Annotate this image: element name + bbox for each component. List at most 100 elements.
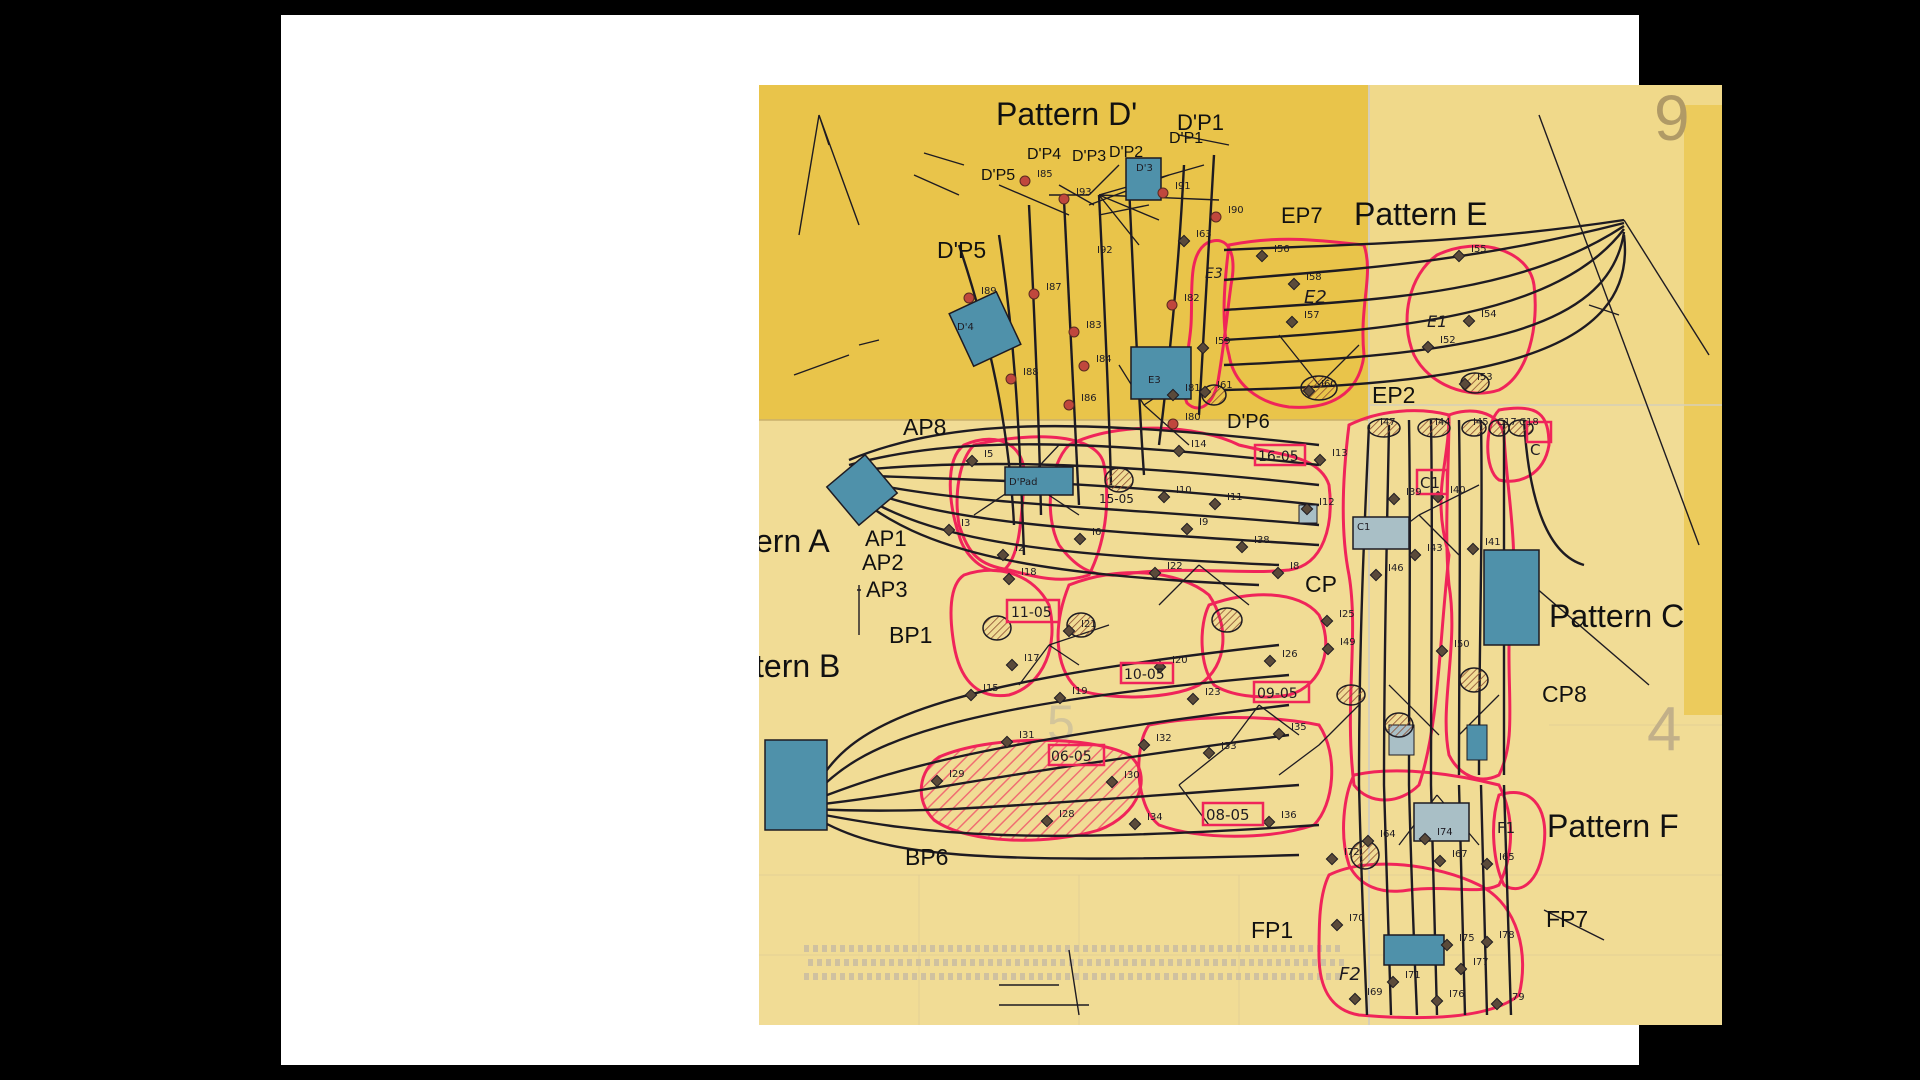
feature-label-i31: I31 [1019,730,1035,741]
fine-print-glyph [948,945,953,952]
feature-label-i54: I54 [1481,309,1497,320]
feature-marker-i2 [996,548,1010,562]
pattern-e-lines [1223,218,1627,392]
zone-outline-e1 [1405,244,1537,395]
feature-marker-i35 [1272,727,1286,741]
feature-label-i77: I77 [1473,957,1489,968]
anchor-label-dp3: D'P3 [1072,148,1106,165]
fine-print-glyph [894,945,899,952]
feature-label-i50: I50 [1454,639,1470,650]
fine-print-glyph [1038,973,1043,980]
site-plan: 9 4 5 [759,85,1722,1025]
fine-print-glyph [1110,945,1115,952]
fine-print-glyph [1299,945,1304,952]
anchor-label-ap2: AP2 [862,550,904,575]
fine-print-glyph [1002,945,1007,952]
fine-print-glyph [1083,973,1088,980]
anchor-label-ep2: EP2 [1372,382,1415,408]
feature-label-i60: I60 [1321,379,1337,390]
fine-print-glyph [1128,945,1133,952]
feature-label-i23: I23 [1205,687,1221,698]
feature-label-i56: I56 [1274,244,1290,255]
fine-print-glyph [988,959,993,966]
feature-marker-i11 [1208,497,1222,511]
zone-label-15-05: 15-05 [1099,492,1134,506]
fine-print-glyph [939,973,944,980]
feature-marker-i78 [1480,935,1494,949]
anchor-label-ap1: AP1 [865,526,907,551]
fine-print-glyph [952,959,957,966]
fine-print-glyph [1191,945,1196,952]
fine-print-glyph [1155,973,1160,980]
feature-marker-i33 [1202,746,1216,760]
fine-print-glyph [1132,959,1137,966]
fine-print-glyph [1015,959,1020,966]
fine-print-glyph [822,973,827,980]
feature-label-i36: I36 [1281,810,1297,821]
feature-marker-i80 [1167,418,1179,430]
fine-print-glyph [1308,945,1313,952]
fine-print-glyph [943,959,948,966]
fine-print-glyph [894,973,899,980]
feature-labels: I85 I93 I91 I90 I92 I87 I89 I83 I82 I84 I88 I86 I81 I… [949,169,1539,1003]
node-box-labels: E3 D'3 D'4 D'Pad C1 [957,163,1370,533]
map-strip-right [1684,105,1722,715]
fine-print-glyph [1195,959,1200,966]
feature-marker-i22 [1148,566,1162,580]
feature-label-i11: I11 [1227,492,1243,503]
fine-print-glyph [975,945,980,952]
fine-print-glyph [1123,959,1128,966]
fine-print-glyph [1312,959,1317,966]
feature-label-i52: I52 [1440,335,1456,346]
fine-print-glyph [1150,959,1155,966]
feature-marker-i72 [1325,852,1339,866]
feature-marker-i38 [1235,540,1249,554]
fine-print-glyph [1276,959,1281,966]
fine-print-glyph [1335,973,1340,980]
node-label-e3: E3 [1148,375,1161,386]
fine-print-glyph [813,973,818,980]
feature-marker-i86 [1063,399,1075,411]
fine-print-glyph [1263,973,1268,980]
feature-marker-i82 [1166,299,1178,311]
fine-print-glyph [1263,945,1268,952]
fine-print-glyph [804,945,809,952]
fine-print-glyph [876,973,881,980]
fine-print-glyph [1294,959,1299,966]
feature-marker-i50 [1435,644,1449,658]
feature-label-i43: I43 [1427,543,1443,554]
feature-label-i82: I82 [1184,293,1200,304]
fine-print-glyph [1290,973,1295,980]
feature-label-i89: I89 [981,286,997,297]
fine-print-glyph [1020,945,1025,952]
feature-marker-i91 [1157,187,1169,199]
feature-marker-i23 [1186,692,1200,706]
pattern-d-title: Pattern D' [996,96,1137,132]
fine-print-glyph [1164,973,1169,980]
fine-print-glyph [876,945,881,952]
fine-print-glyph [1087,959,1092,966]
fine-print-glyph [1227,945,1232,952]
feature-label-i53: I53 [1477,372,1493,383]
fine-print-glyph [1249,959,1254,966]
feature-marker-i34 [1128,817,1142,831]
zone-label-c: C [1530,441,1540,459]
feature-marker-i19 [1053,691,1067,705]
node-pattern-c [1483,549,1540,646]
fine-print-glyph [1236,945,1241,952]
fine-print-glyph [1182,973,1187,980]
fine-print-glyph [1119,973,1124,980]
feature-marker-i55 [1452,249,1466,263]
feature-label-i2: I2 [1015,543,1024,554]
fine-print-glyph [844,959,849,966]
feature-marker-i93 [1058,193,1070,205]
pattern-b-title: tern B [759,648,840,684]
fine-print-glyph [961,959,966,966]
fine-print-glyph [831,973,836,980]
fine-print-glyph [1038,945,1043,952]
fine-print-glyph [1236,973,1241,980]
feature-marker-i43 [1408,548,1422,562]
feature-marker-i57 [1285,315,1299,329]
feature-marker-i85 [1019,175,1031,187]
node-dpad [1004,466,1074,496]
